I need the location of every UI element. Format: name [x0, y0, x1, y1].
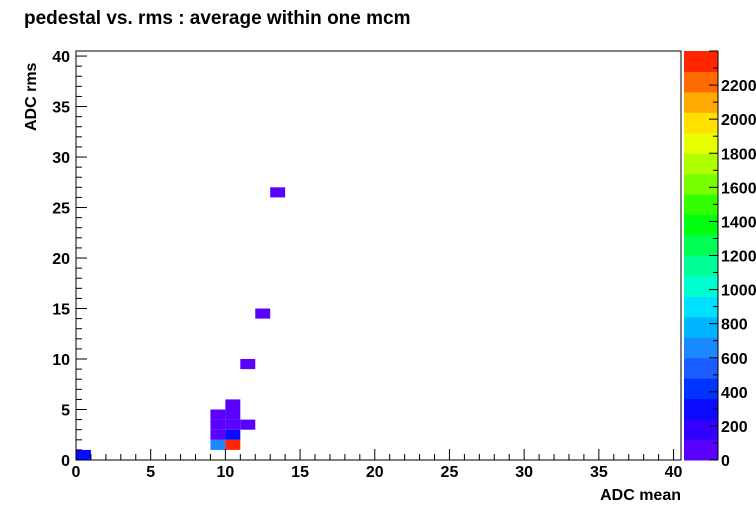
colorbar-tick-label: 200	[721, 419, 748, 436]
x-tick-label: 5	[146, 464, 155, 481]
colorbar-tick-label: 2000	[721, 112, 756, 129]
colorbar-segment	[684, 357, 718, 379]
colorbar-segment	[684, 173, 718, 195]
colorbar-segment	[684, 419, 718, 441]
y-axis-label: ADC rms	[23, 62, 40, 131]
colorbar-tick-label: 1800	[721, 146, 756, 163]
colorbar-segment	[684, 112, 718, 134]
y-tick-label: 35	[52, 100, 70, 117]
colorbar-tick-label: 1000	[721, 283, 756, 300]
heatmap-bin	[240, 359, 256, 370]
x-tick-label: 10	[216, 464, 234, 481]
heatmap-bin	[270, 187, 286, 198]
y-tick-label: 5	[61, 403, 70, 420]
x-tick-label: 30	[515, 464, 533, 481]
heatmap-bin	[225, 409, 241, 420]
heatmap-bin	[225, 439, 241, 450]
x-tick-label: 25	[441, 464, 459, 481]
colorbar-segment	[684, 194, 718, 216]
y-tick-label: 30	[52, 150, 70, 167]
colorbar-tick-label: 0	[721, 453, 730, 470]
y-tick-label: 15	[52, 302, 70, 319]
colorbar-segment	[684, 214, 718, 236]
y-tick-label: 25	[52, 201, 70, 218]
colorbar-segment	[684, 153, 718, 175]
heatmap-bin	[210, 409, 226, 420]
colorbar-segment	[684, 296, 718, 318]
x-tick-label: 15	[291, 464, 309, 481]
colorbar-tick-label: 800	[721, 317, 748, 334]
y-tick-label: 40	[52, 49, 70, 66]
y-tick-label: 0	[61, 453, 70, 470]
colorbar-segment	[684, 316, 718, 338]
heatmap-bin	[225, 419, 241, 430]
colorbar-tick-label: 600	[721, 351, 748, 368]
colorbar-segment	[684, 71, 718, 93]
heatmap-bin	[225, 429, 241, 440]
heatmap-bins	[76, 187, 286, 460]
heatmap-bin	[255, 308, 271, 319]
heatmap-bin	[76, 449, 91, 460]
colorbar-segment	[684, 132, 718, 154]
heatmap-bin	[210, 439, 226, 450]
x-tick-label: 0	[72, 464, 81, 481]
colorbar-segment	[684, 398, 718, 420]
y-tick-label: 10	[52, 352, 70, 369]
colorbar-segment	[684, 439, 718, 461]
colorbar-tick-label: 1400	[721, 214, 756, 231]
x-tick-label: 35	[590, 464, 608, 481]
x-tick-label: 40	[665, 464, 683, 481]
colorbar-tick-label: 2200	[721, 78, 756, 95]
colorbar-segment	[684, 378, 718, 400]
colorbar-segment	[684, 337, 718, 359]
heatmap-bin	[210, 419, 226, 430]
colorbar-segment	[684, 255, 718, 277]
colorbar-tick-label: 1600	[721, 180, 756, 197]
x-axis-label: ADC mean	[600, 487, 681, 504]
colorbar: 0 200 400 600 800 1000 1200 1400 1600 1800 2000 220…	[684, 50, 756, 470]
chart-title: pedestal vs. rms : average within one mc…	[24, 8, 410, 29]
y-tick-label: 20	[52, 251, 70, 268]
colorbar-segment	[684, 51, 718, 72]
colorbar-segment	[684, 275, 718, 297]
axes: 0 5 10 15 20 25 30 35 40 0 5 10 15 20 25 30 35 40	[52, 49, 682, 481]
colorbar-segment	[684, 91, 718, 113]
colorbar-tick-label: 400	[721, 385, 748, 402]
plot-area	[75, 50, 682, 461]
heatmap-bin	[225, 399, 241, 410]
x-tick-label: 20	[366, 464, 384, 481]
heatmap-bin	[210, 429, 226, 440]
colorbar-segment	[684, 235, 718, 256]
colorbar-tick-label: 1200	[721, 249, 756, 266]
heatmap-bin	[240, 419, 256, 430]
